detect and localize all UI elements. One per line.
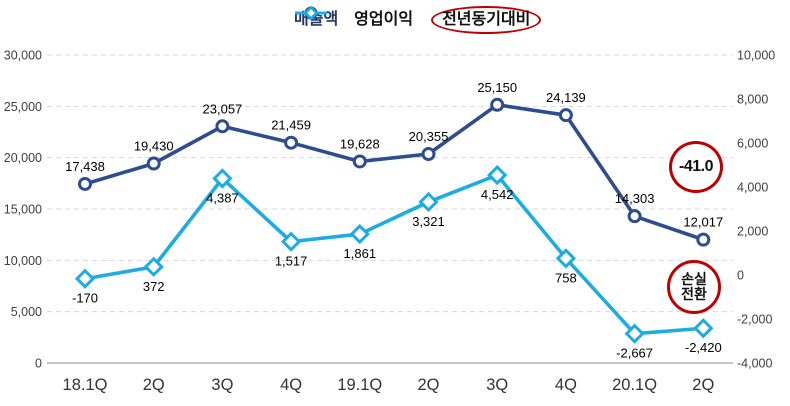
x-axis-label: 2Q <box>692 376 714 394</box>
legend-label-profit: 영업이익 <box>354 11 414 28</box>
profit-data-label: 3,321 <box>412 214 445 229</box>
revenue-point-marker <box>558 108 573 123</box>
revenue-point-marker <box>490 97 505 112</box>
revenue-data-label: 24,139 <box>546 90 586 105</box>
profit-data-label: 372 <box>143 279 165 294</box>
revenue-series-line <box>83 102 706 242</box>
y-axis-left-tick-label: 10,000 <box>4 254 42 268</box>
legend-annotation-yoy-oval: 전년동기대비 <box>431 6 542 34</box>
x-axis-label: 2Q <box>143 376 165 394</box>
profit-point-marker <box>487 164 508 186</box>
profit-point-marker <box>280 231 302 252</box>
revenue-data-label: 19,628 <box>340 136 380 151</box>
x-axis-label: 2Q <box>417 376 439 394</box>
x-axis-label: 4Q <box>555 376 577 394</box>
revenue-point-marker <box>215 119 230 134</box>
y-axis-right-tick-label: 2,000 <box>737 225 768 239</box>
legend-item-profit: 영업이익 <box>295 6 414 28</box>
revenue-data-label: 17,438 <box>65 159 105 174</box>
y-axis-right-tick-label: 6,000 <box>737 137 768 151</box>
legend: 매출액 영업이익 전년동기대비 <box>294 6 542 34</box>
revenue-data-label: 12,017 <box>683 215 723 230</box>
x-axis-label: 19.1Q <box>337 376 382 394</box>
profit-point-marker <box>555 248 577 269</box>
profit-data-label: -2,420 <box>685 340 722 355</box>
annotation-yoy-change-value: -41.0 <box>679 158 713 175</box>
x-axis-label: 20.1Q <box>612 376 657 394</box>
annotation-loss-conversion-circle: 손실 전환 <box>667 260 721 314</box>
y-axis-right-tick-label: 0 <box>737 269 744 283</box>
y-axis-right-tick-label: 10,000 <box>737 49 775 63</box>
revenue-data-label: 20,355 <box>409 129 449 144</box>
y-axis-right-tick-label: -4,000 <box>737 357 772 371</box>
y-axis-left-tick-label: 0 <box>35 357 42 371</box>
x-axis-label: 4Q <box>280 376 302 394</box>
profit-data-label: 4,542 <box>481 187 514 202</box>
revenue-point-marker <box>627 209 642 224</box>
revenue-data-label: 21,459 <box>271 118 311 133</box>
profit-data-label: 1,517 <box>275 254 308 269</box>
revenue-data-label: 19,430 <box>134 139 174 154</box>
x-axis-label: 18.1Q <box>63 376 108 394</box>
profit-point-marker <box>349 223 370 245</box>
x-axis-label: 3Q <box>486 376 508 394</box>
profit-data-label: -170 <box>72 291 98 306</box>
revenue-point-marker <box>352 154 367 169</box>
y-axis-left-tick-label: 5,000 <box>11 305 42 319</box>
profit-point-marker <box>74 268 96 289</box>
y-axis-right-tick-label: 4,000 <box>737 181 768 195</box>
annotation-loss-line1: 손실 <box>681 271 707 287</box>
revenue-point-marker <box>78 176 92 191</box>
revenue-data-label: 25,150 <box>477 80 517 95</box>
y-axis-left-tick-label: 30,000 <box>4 49 42 63</box>
annotation-yoy-change-circle: -41.0 <box>669 141 723 193</box>
revenue-point-marker <box>284 135 299 150</box>
profit-data-label: 1,861 <box>344 246 377 261</box>
revenue-point-marker <box>146 156 161 171</box>
profit-data-label: 758 <box>555 270 577 285</box>
y-axis-left-tick-label: 25,000 <box>4 100 42 114</box>
profit-point-marker <box>418 191 439 213</box>
revenue-point-marker <box>421 147 436 162</box>
legend-label-yoy: 전년동기대비 <box>442 11 531 28</box>
revenue-data-label: 14,303 <box>615 191 655 206</box>
profit-line-diamond-marker-icon <box>295 6 327 20</box>
annotation-loss-line2: 전환 <box>681 286 707 302</box>
profit-point-marker <box>624 323 645 344</box>
profit-data-label: 4,387 <box>206 190 239 205</box>
y-axis-left-tick-label: 15,000 <box>4 203 42 217</box>
y-axis-right-tick-label: -2,000 <box>737 313 772 327</box>
profit-point-marker <box>693 318 714 339</box>
profit-point-marker <box>143 256 164 277</box>
revenue-data-label: 23,057 <box>203 101 243 116</box>
y-axis-left-tick-label: 20,000 <box>4 151 42 165</box>
profit-data-label: -2,667 <box>616 346 653 361</box>
profit-series-line <box>83 173 706 336</box>
x-axis-label: 3Q <box>211 376 233 394</box>
revenue-point-marker <box>696 232 711 247</box>
y-axis-right-tick-label: 8,000 <box>737 93 768 107</box>
profit-point-marker <box>212 168 233 189</box>
